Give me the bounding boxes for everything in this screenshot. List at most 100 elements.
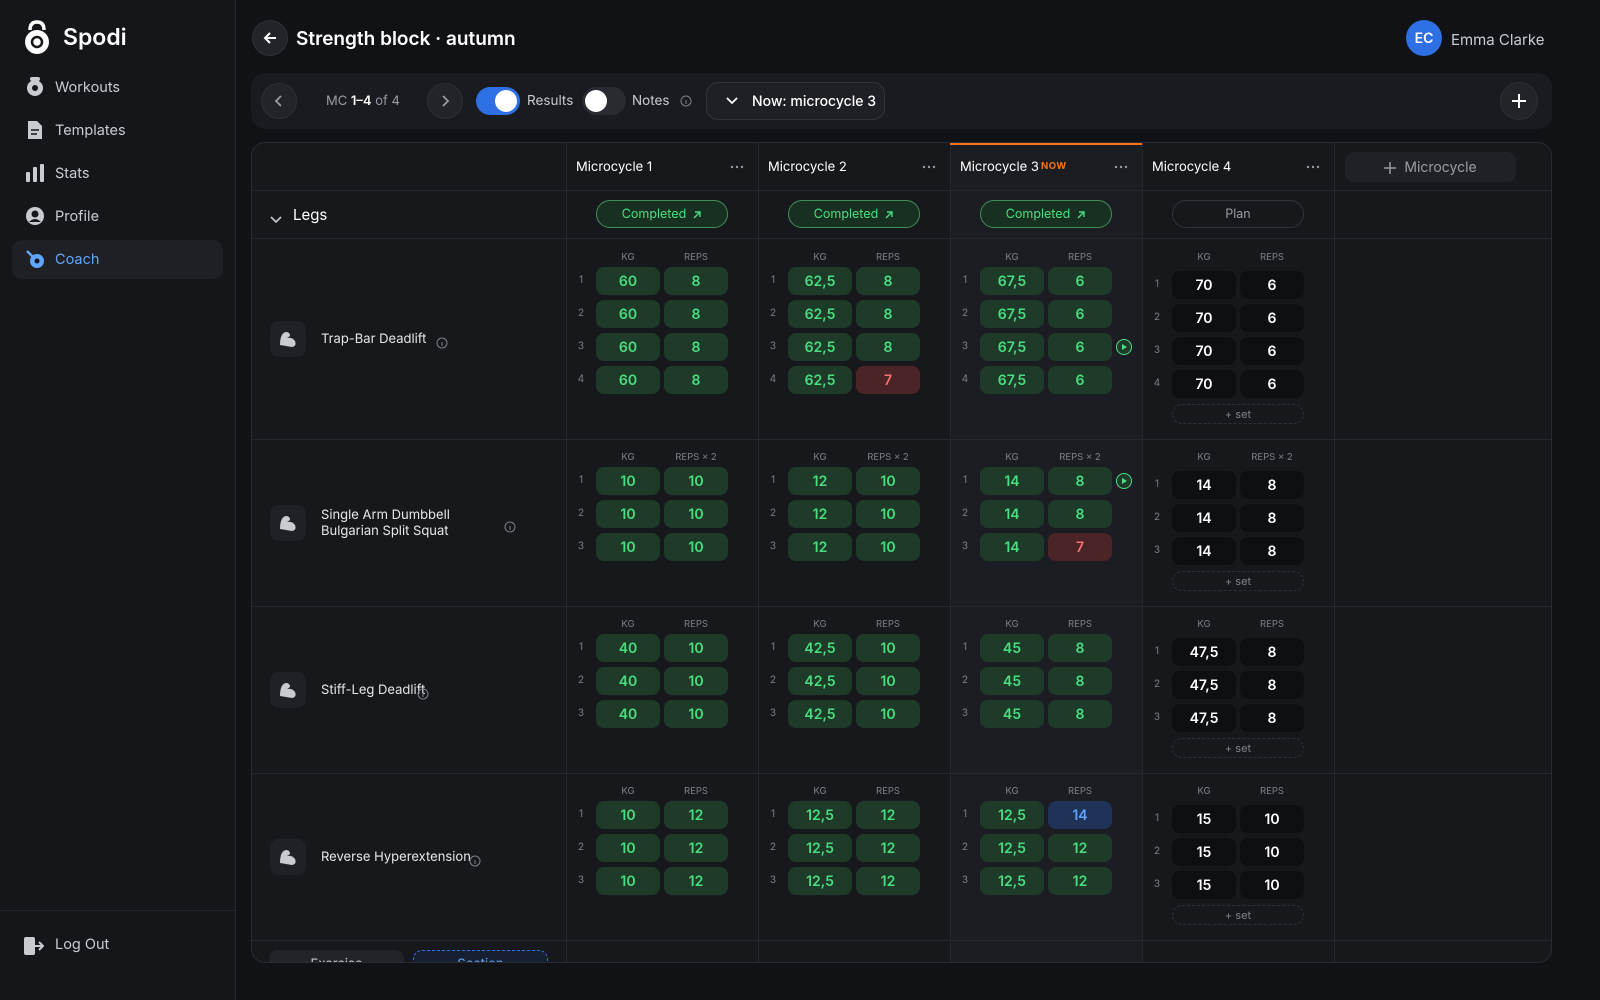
group-chevron[interactable]	[270, 209, 282, 224]
kg-cell[interactable]: 14	[980, 500, 1044, 528]
footer-button[interactable]: Exercise	[269, 950, 404, 962]
nav-item[interactable]: Profile	[12, 197, 223, 236]
kg-cell[interactable]: 14	[1172, 504, 1236, 532]
reps-cell[interactable]: 10	[1240, 838, 1304, 866]
column-menu[interactable]	[1113, 159, 1129, 175]
reps-cell[interactable]: 10	[856, 634, 920, 662]
status-pill[interactable]: Completed	[788, 200, 920, 228]
add-set-button[interactable]: + set	[1172, 905, 1304, 925]
reps-cell[interactable]: 8	[1048, 467, 1112, 495]
status-pill[interactable]: Completed	[980, 200, 1112, 228]
kg-cell[interactable]: 10	[596, 801, 660, 829]
reps-cell[interactable]: 10	[664, 667, 728, 695]
reps-cell[interactable]: 8	[1240, 504, 1304, 532]
prev-button[interactable]	[261, 83, 297, 119]
reps-cell[interactable]: 10	[856, 500, 920, 528]
kg-cell[interactable]: 15	[1172, 871, 1236, 899]
reps-cell[interactable]: 12	[1048, 867, 1112, 895]
info-icon[interactable]	[436, 333, 448, 349]
column-menu[interactable]	[729, 159, 745, 175]
reps-cell[interactable]: 8	[856, 267, 920, 295]
reps-cell[interactable]: 6	[1240, 271, 1304, 299]
reps-cell[interactable]: 6	[1240, 337, 1304, 365]
kg-cell[interactable]: 12,5	[980, 867, 1044, 895]
kg-cell[interactable]: 67,5	[980, 366, 1044, 394]
reps-cell[interactable]: 12	[1048, 834, 1112, 862]
column-menu[interactable]	[921, 159, 937, 175]
kg-cell[interactable]: 45	[980, 634, 1044, 662]
reps-cell[interactable]: 8	[856, 333, 920, 361]
kg-cell[interactable]: 12,5	[788, 801, 852, 829]
reps-cell[interactable]: 10	[664, 533, 728, 561]
reps-cell[interactable]: 12	[664, 801, 728, 829]
back-button[interactable]	[252, 20, 288, 56]
kg-cell[interactable]: 10	[596, 467, 660, 495]
reps-cell[interactable]: 8	[664, 267, 728, 295]
notes-toggle[interactable]	[582, 87, 626, 115]
column-menu[interactable]	[1305, 159, 1321, 175]
now-dropdown[interactable]: Now: microcycle 3	[706, 82, 885, 120]
kg-cell[interactable]: 10	[596, 867, 660, 895]
reps-cell[interactable]: 6	[1240, 304, 1304, 332]
kg-cell[interactable]: 40	[596, 634, 660, 662]
kg-cell[interactable]: 42,5	[788, 634, 852, 662]
reps-cell[interactable]: 10	[1240, 805, 1304, 833]
kg-cell[interactable]: 60	[596, 267, 660, 295]
add-set-button[interactable]: + set	[1172, 404, 1304, 424]
kg-cell[interactable]: 12	[788, 533, 852, 561]
help-icon[interactable]	[680, 95, 692, 107]
add-button[interactable]	[1500, 82, 1538, 120]
nav-item[interactable]: Coach	[12, 240, 223, 279]
reps-cell[interactable]: 8	[664, 300, 728, 328]
reps-cell[interactable]: 10	[664, 634, 728, 662]
reps-cell[interactable]: 12	[856, 867, 920, 895]
kg-cell[interactable]: 67,5	[980, 267, 1044, 295]
logout-button[interactable]: Log Out	[12, 930, 223, 960]
kg-cell[interactable]: 12,5	[980, 834, 1044, 862]
reps-cell[interactable]: 10	[1240, 871, 1304, 899]
reps-cell[interactable]: 8	[1240, 471, 1304, 499]
reps-cell[interactable]: 12	[664, 834, 728, 862]
kg-cell[interactable]: 60	[596, 366, 660, 394]
kg-cell[interactable]: 60	[596, 300, 660, 328]
kg-cell[interactable]: 67,5	[980, 333, 1044, 361]
kg-cell[interactable]: 45	[980, 700, 1044, 728]
reps-cell[interactable]: 8	[1240, 537, 1304, 565]
kg-cell[interactable]: 40	[596, 700, 660, 728]
reps-cell[interactable]: 8	[664, 366, 728, 394]
reps-cell[interactable]: 8	[1240, 638, 1304, 666]
reps-cell[interactable]: 12	[664, 867, 728, 895]
kg-cell[interactable]: 47,5	[1172, 704, 1236, 732]
kg-cell[interactable]: 12	[788, 500, 852, 528]
kg-cell[interactable]: 14	[1172, 471, 1236, 499]
kg-cell[interactable]: 10	[596, 834, 660, 862]
reps-cell[interactable]: 8	[1048, 667, 1112, 695]
reps-cell[interactable]: 10	[664, 700, 728, 728]
reps-cell[interactable]: 6	[1240, 370, 1304, 398]
reps-cell[interactable]: 14	[1048, 801, 1112, 829]
kg-cell[interactable]: 40	[596, 667, 660, 695]
kg-cell[interactable]: 14	[980, 467, 1044, 495]
kg-cell[interactable]: 10	[596, 500, 660, 528]
kg-cell[interactable]: 45	[980, 667, 1044, 695]
reps-cell[interactable]: 10	[664, 500, 728, 528]
reps-cell[interactable]: 6	[1048, 366, 1112, 394]
kg-cell[interactable]: 12,5	[980, 801, 1044, 829]
reps-cell[interactable]: 6	[1048, 300, 1112, 328]
avatar[interactable]: EC	[1406, 20, 1442, 56]
reps-cell[interactable]: 8	[1240, 704, 1304, 732]
reps-cell[interactable]: 10	[856, 533, 920, 561]
reps-cell[interactable]: 10	[856, 467, 920, 495]
reps-cell[interactable]: 6	[1048, 333, 1112, 361]
reps-cell[interactable]: 10	[664, 467, 728, 495]
reps-cell[interactable]: 10	[856, 667, 920, 695]
info-icon[interactable]	[469, 851, 481, 866]
results-toggle[interactable]	[476, 87, 520, 115]
kg-cell[interactable]: 62,5	[788, 267, 852, 295]
reps-cell[interactable]: 8	[1048, 500, 1112, 528]
kg-cell[interactable]: 70	[1172, 370, 1236, 398]
reps-cell[interactable]: 12	[856, 801, 920, 829]
add-set-button[interactable]: + set	[1172, 738, 1304, 758]
reps-cell[interactable]: 8	[664, 333, 728, 361]
kg-cell[interactable]: 14	[980, 533, 1044, 561]
